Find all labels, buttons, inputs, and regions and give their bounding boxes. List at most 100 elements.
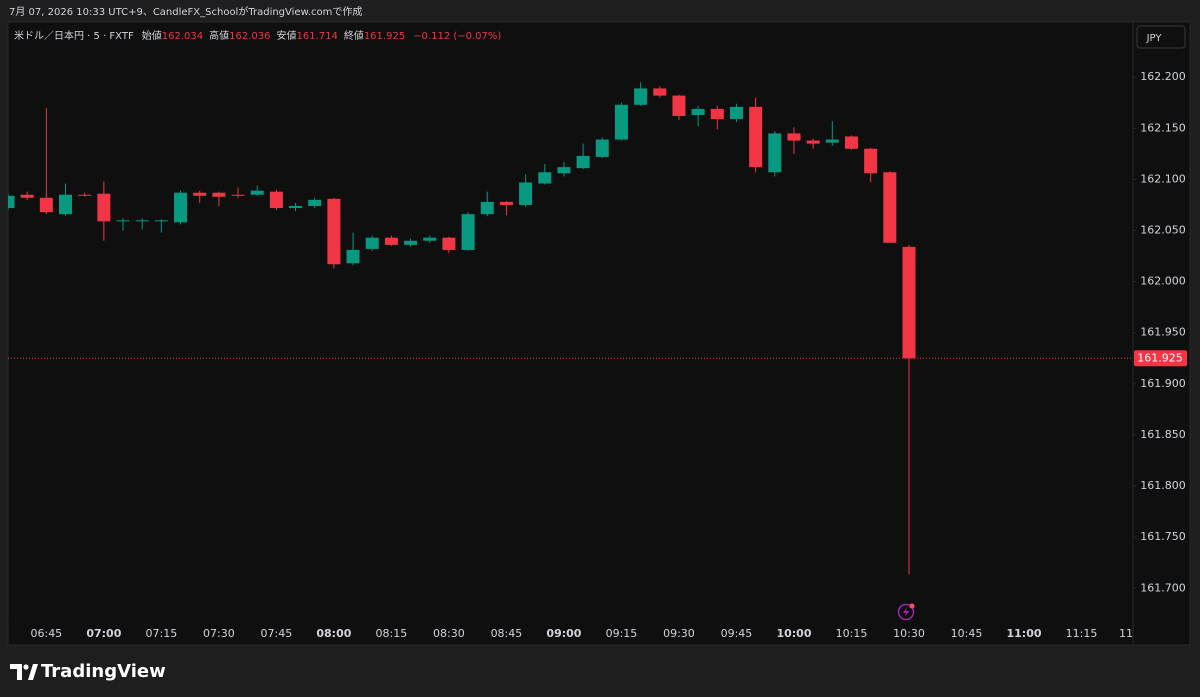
candle-body — [404, 240, 418, 245]
candle-body — [135, 220, 149, 222]
legend-value: 162.036 — [229, 31, 270, 42]
event-icon-bolt — [903, 607, 909, 617]
x-tick-label: 09:45 — [721, 627, 753, 640]
candle-body — [883, 172, 897, 243]
legend-label: 終値 — [344, 29, 364, 42]
candle-body — [806, 140, 820, 144]
price-axis: 161.700 161.750 161.800 161.850 161.900 161.9… — [1133, 70, 1187, 594]
x-tick-label: 08:45 — [491, 627, 523, 640]
y-tick-label: 162.200 — [1140, 70, 1186, 83]
event-icon[interactable] — [897, 603, 915, 621]
candle-body — [614, 104, 628, 140]
chart-panel — [7, 21, 1191, 646]
candle-body — [308, 199, 322, 206]
x-tick-label: 11:15 — [1066, 627, 1098, 640]
x-tick-label: 09:00 — [546, 627, 581, 640]
candle-body — [59, 194, 73, 215]
legend-value: 161.714 — [296, 31, 337, 42]
y-tick-label: 162.050 — [1140, 224, 1186, 237]
y-tick-label: 161.800 — [1140, 479, 1186, 492]
candle-body — [231, 194, 245, 196]
legend-change: −0.112 (−0.07%) — [413, 31, 501, 42]
candle-body — [710, 108, 724, 120]
candle-body — [174, 192, 188, 223]
x-tick-label: 06:45 — [30, 627, 62, 640]
x-tick-label: 10:00 — [776, 627, 811, 640]
legend-value: 161.925 — [364, 31, 405, 42]
x-tick-label: 10:30 — [893, 627, 925, 640]
candle-body — [499, 201, 513, 205]
candle-body — [269, 191, 283, 209]
candle-body — [384, 237, 398, 245]
x-tick-label: 07:30 — [203, 627, 235, 640]
candle-body — [538, 172, 552, 184]
candle-body — [595, 139, 609, 157]
candle-body — [864, 148, 878, 174]
currency-label: JPY — [1146, 33, 1163, 44]
event-icon-dot — [909, 603, 915, 609]
candle-body — [672, 95, 686, 117]
candle-body — [787, 133, 801, 141]
logo-mark-dot — [23, 664, 29, 670]
x-tick-label: 07:45 — [261, 627, 293, 640]
candle-body — [154, 220, 168, 222]
x-tick-label: 07:00 — [86, 627, 121, 640]
legend: 米ドル／日本円 · 5 · FXTF 始値 162.034 高値 162.036 安値 16… — [14, 29, 501, 42]
header-text: 7月 07, 2026 10:33 UTC+9、CandleFX_Schoolが… — [9, 5, 362, 18]
candle-body — [327, 198, 341, 265]
candle-body — [346, 249, 360, 264]
y-tick-label: 162.100 — [1140, 172, 1186, 185]
x-tick-label: 08:15 — [376, 627, 408, 640]
y-tick-label: 162.000 — [1140, 275, 1186, 288]
brand-name: TradingView — [41, 661, 166, 682]
candle-body — [480, 201, 494, 215]
candle-body — [78, 194, 92, 196]
candle-body — [8, 195, 15, 209]
legend-value: 162.034 — [162, 31, 203, 42]
legend-label: 安値 — [276, 29, 296, 42]
legend-label: 始値 — [142, 29, 162, 42]
x-tick-label: 11:00 — [1007, 627, 1042, 640]
candle-body — [729, 106, 743, 120]
candle-body — [461, 214, 475, 250]
candle-body — [365, 237, 379, 249]
x-tick-label: 09:15 — [606, 627, 638, 640]
candle-body — [691, 108, 705, 116]
x-tick-label: 08:00 — [316, 627, 351, 640]
candle-body — [193, 192, 207, 196]
candle-body — [20, 194, 34, 198]
last-price-badge — [1134, 350, 1187, 367]
x-tick-label: 11 — [1119, 627, 1133, 640]
y-tick-label: 161.700 — [1140, 581, 1186, 594]
candle-body — [519, 182, 533, 205]
logo-mark-slant — [28, 664, 38, 680]
candle-body — [768, 133, 782, 173]
logo-mark — [10, 664, 22, 680]
candle-body — [634, 88, 648, 105]
candle-body — [653, 88, 667, 96]
candle-body — [116, 220, 130, 222]
candle-body — [557, 167, 571, 174]
candle-body — [442, 237, 456, 250]
candle-body — [844, 136, 858, 149]
x-tick-label: 08:30 — [433, 627, 465, 640]
currency-button[interactable] — [1136, 25, 1186, 49]
candle-body — [39, 197, 53, 213]
candle-body — [423, 237, 437, 241]
y-tick-label: 161.950 — [1140, 326, 1186, 339]
legend-symbol: 米ドル／日本円 · 5 · FXTF — [14, 29, 134, 42]
legend-label: 高値 — [209, 29, 229, 42]
candle-body — [250, 190, 264, 195]
last-price-label: 161.925 — [1137, 351, 1183, 364]
candle-body — [97, 193, 111, 222]
candle-body — [902, 246, 916, 359]
brand-logo — [10, 664, 38, 680]
x-tick-label: 10:15 — [836, 627, 868, 640]
candle-body — [289, 205, 303, 209]
y-tick-label: 162.150 — [1140, 121, 1186, 134]
plot-area — [8, 82, 1133, 574]
candle-body — [576, 155, 590, 169]
candle-body — [212, 192, 226, 197]
y-tick-label: 161.750 — [1140, 530, 1186, 543]
